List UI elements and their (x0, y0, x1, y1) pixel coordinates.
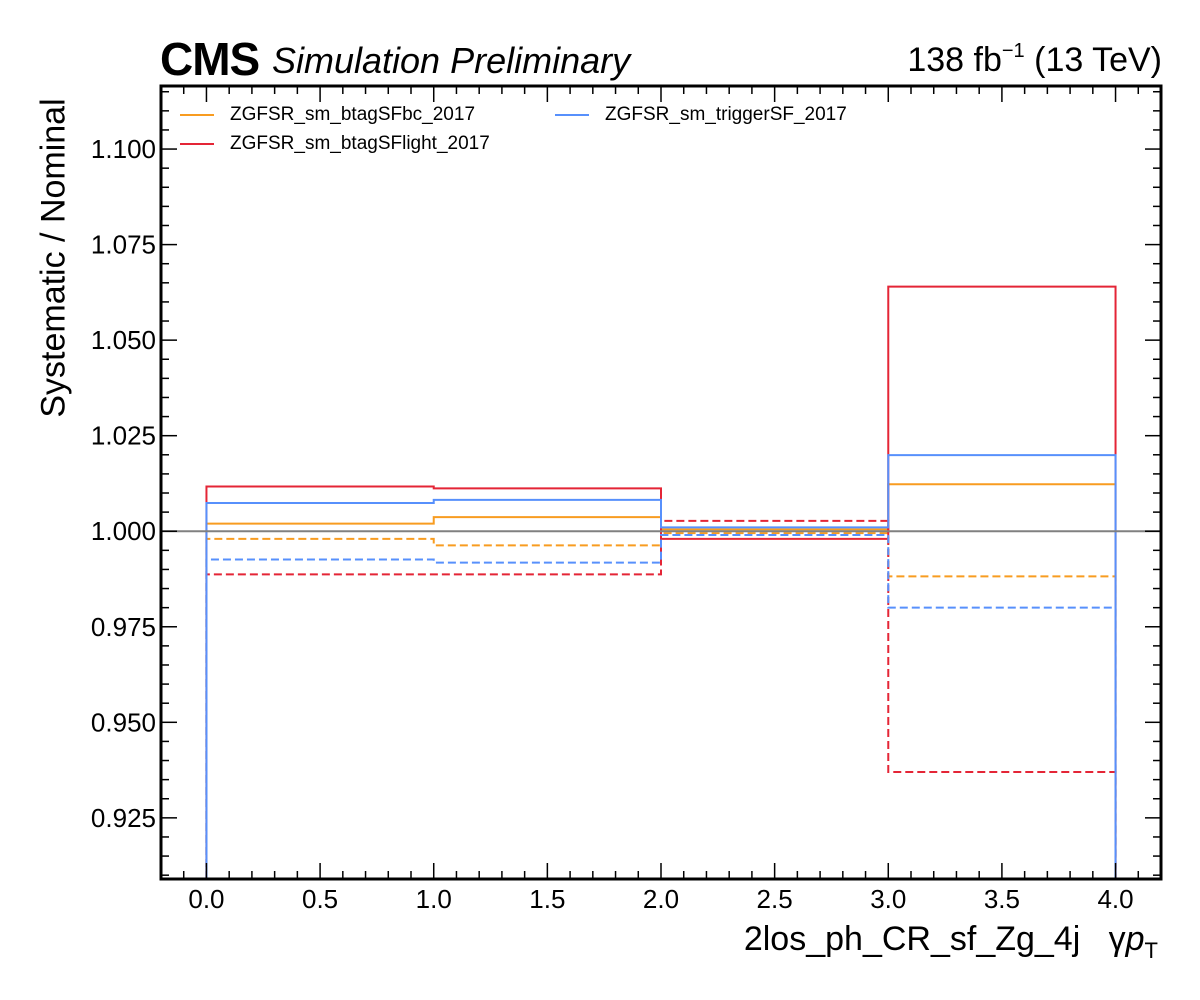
y-tick-label: 0.975 (91, 612, 156, 642)
legend-entry-btagsflight: ZGFSR_sm_btagSFlight_2017 (180, 133, 490, 155)
x-tick-label: 3.5 (984, 884, 1020, 914)
series-zgfsr-sm-triggersf-2017 (205, 454, 1117, 879)
experiment-label: CMS (160, 33, 260, 85)
legend-entry-triggersf: ZGFSR_sm_triggerSF_2017 (555, 104, 847, 126)
x-tick-label: 0.5 (302, 884, 338, 914)
lumi-value: 138 fb (907, 41, 1002, 79)
x-tick-label: 2.0 (643, 884, 679, 914)
lumi-exponent: −1 (1001, 40, 1025, 62)
series-up-line (205, 454, 1117, 879)
y-axis-label: Systematic / Nominal (34, 98, 73, 418)
x-axis-label-main: 2los_ph_CR_sf_Zg_4j (743, 920, 1081, 958)
status-label: Simulation Preliminary (272, 40, 631, 81)
series-down-line (205, 534, 1117, 879)
series-layer (205, 285, 1117, 879)
legend-entry-btagsfbc: ZGFSR_sm_btagSFbc_2017 (180, 104, 475, 126)
y-tick-label: 1.050 (91, 325, 156, 355)
series-zgfsr-sm-btagsflight-2017 (205, 285, 1117, 879)
legend-swatch (180, 143, 214, 145)
x-tick-label: 1.5 (529, 884, 565, 914)
x-tick-label: 0.0 (188, 884, 224, 914)
series-up-line (205, 285, 1117, 879)
x-tick-label: 4.0 (1097, 884, 1133, 914)
y-tick-label: 1.025 (91, 421, 156, 451)
legend-label: ZGFSR_sm_btagSFlight_2017 (230, 133, 490, 154)
luminosity-label: 138 fb−1 (13 TeV) (907, 40, 1162, 80)
x-axis-label-var: γ (1108, 920, 1126, 958)
x-tick-label: 2.5 (757, 884, 793, 914)
x-tick-label: 3.0 (870, 884, 906, 914)
legend-swatch (180, 114, 214, 116)
series-down-line (205, 532, 1117, 879)
plot-frame (159, 84, 1163, 881)
legend-label: ZGFSR_sm_btagSFbc_2017 (230, 104, 476, 125)
legend-label: ZGFSR_sm_triggerSF_2017 (605, 104, 847, 125)
x-axis-label: 2los_ph_CR_sf_Zg_4j γpT (744, 920, 1158, 964)
y-tick-label: 1.100 (91, 134, 156, 164)
x-tick-label: 1.0 (416, 884, 452, 914)
legend-swatch (555, 114, 589, 116)
axis-ticks: 0.0 0.5 1.0 1.5 2.0 2.5 3.0 3.5 4.0 0.925 0.950 0.9… (91, 86, 1162, 914)
y-tick-label: 1.075 (91, 230, 156, 260)
energy-label: (13 TeV) (1024, 41, 1162, 79)
y-tick-label: 1.000 (91, 516, 156, 546)
series-down-line (205, 519, 1117, 879)
x-axis-label-p: p (1125, 920, 1145, 958)
x-axis-label-sub: T (1144, 937, 1158, 963)
y-tick-label: 0.950 (91, 707, 156, 737)
y-tick-label: 0.925 (91, 803, 156, 833)
